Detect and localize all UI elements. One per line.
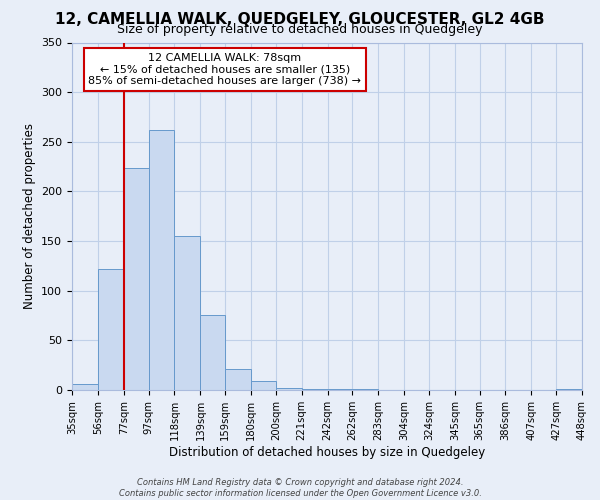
Bar — [124, 168, 149, 390]
Bar — [302, 389, 328, 390]
Text: Contains HM Land Registry data © Crown copyright and database right 2024.
Contai: Contains HM Land Registry data © Crown c… — [119, 478, 481, 498]
Bar — [556, 389, 582, 390]
Bar — [328, 389, 352, 390]
Text: Size of property relative to detached houses in Quedgeley: Size of property relative to detached ho… — [117, 22, 483, 36]
Bar — [98, 269, 124, 390]
Text: 12 CAMELLIA WALK: 78sqm
← 15% of detached houses are smaller (135)
85% of semi-d: 12 CAMELLIA WALK: 78sqm ← 15% of detache… — [89, 53, 361, 86]
Bar — [276, 388, 302, 390]
Bar — [225, 369, 251, 390]
X-axis label: Distribution of detached houses by size in Quedgeley: Distribution of detached houses by size … — [169, 446, 485, 458]
Bar — [175, 236, 200, 390]
Bar — [200, 314, 225, 390]
Bar — [352, 389, 378, 390]
Y-axis label: Number of detached properties: Number of detached properties — [23, 123, 35, 309]
Text: 12, CAMELLIA WALK, QUEDGELEY, GLOUCESTER, GL2 4GB: 12, CAMELLIA WALK, QUEDGELEY, GLOUCESTER… — [55, 12, 545, 28]
Bar — [149, 130, 175, 390]
Bar — [72, 384, 98, 390]
Bar — [251, 381, 276, 390]
